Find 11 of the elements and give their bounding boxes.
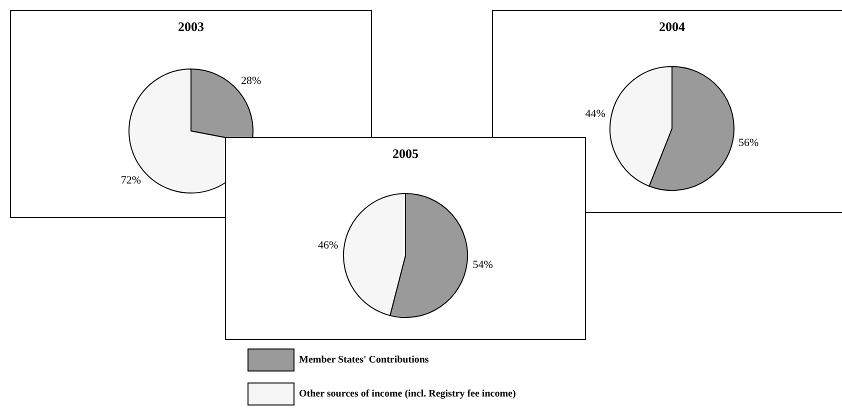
chart-title: 2005	[392, 146, 420, 162]
chart-title: 2003	[177, 19, 205, 35]
data-label: 72%	[120, 174, 141, 187]
data-label: 54%	[472, 259, 493, 272]
data-label: 28%	[241, 75, 262, 88]
data-label: 46%	[318, 240, 338, 252]
chart-title: 2004	[658, 19, 686, 35]
legend-label: Member States' Contributions	[299, 354, 429, 366]
legend-label: Other sources of income (incl. Registry fee income)	[299, 388, 516, 400]
data-label: 56%	[738, 137, 759, 150]
data-label: 44%	[585, 108, 606, 120]
